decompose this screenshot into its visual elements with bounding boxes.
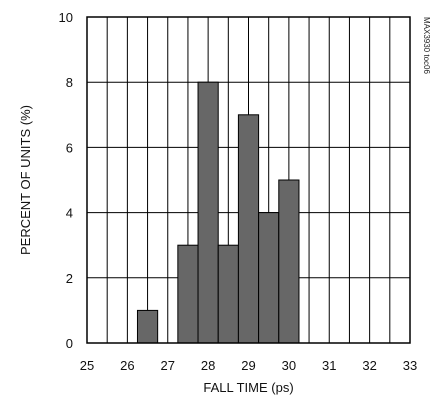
x-tick-label: 28: [201, 358, 215, 373]
x-axis-title: FALL TIME (ps): [203, 380, 293, 395]
figure-id-annotation: MAX3930 toc06: [422, 17, 431, 74]
x-tick-label: 31: [322, 358, 336, 373]
histogram-bar: [258, 212, 280, 344]
y-tick-label: 0: [66, 336, 73, 351]
x-tick-labels: 25 26 27 28 29 30 31 32 33: [80, 358, 417, 373]
x-tick-label: 30: [282, 358, 296, 373]
x-tick-label: 25: [80, 358, 94, 373]
y-tick-label: 10: [59, 10, 73, 25]
y-axis-title: PERCENT OF UNITS (%): [18, 105, 33, 255]
y-tick-label: 2: [66, 271, 73, 286]
x-tick-label: 33: [403, 358, 417, 373]
histogram-bar: [136, 309, 159, 344]
x-tick-label: 29: [241, 358, 255, 373]
histogram-bar: [177, 244, 199, 344]
y-tick-label: 6: [66, 140, 73, 155]
y-tick-label: 4: [66, 206, 73, 221]
y-tick-label: 8: [66, 75, 73, 90]
y-tick-labels: 0 2 4 6 8 10: [59, 10, 73, 351]
x-tick-label: 32: [362, 358, 376, 373]
x-tick-label: 27: [161, 358, 175, 373]
histogram-bar: [237, 114, 260, 344]
histogram-bar: [217, 244, 239, 344]
histogram-bar: [278, 179, 300, 344]
plot-frame: [86, 16, 411, 344]
histogram-bar: [197, 81, 219, 344]
x-tick-label: 26: [120, 358, 134, 373]
